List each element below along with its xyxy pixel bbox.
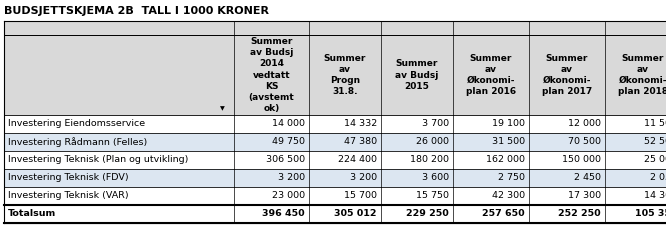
Text: 2 050: 2 050: [650, 174, 666, 183]
Bar: [4, 151, 666, 169]
Text: Summer
av
Progn
31.8.: Summer av Progn 31.8.: [324, 54, 366, 96]
Text: 2 750: 2 750: [498, 174, 525, 183]
Text: 3 200: 3 200: [350, 174, 377, 183]
Text: ▼: ▼: [220, 106, 224, 112]
Text: Summer
av
Økonomi-
plan 2017: Summer av Økonomi- plan 2017: [542, 54, 592, 96]
Text: 224 400: 224 400: [338, 155, 377, 164]
Text: Summer
av Budsj
2015: Summer av Budsj 2015: [396, 59, 439, 91]
Text: Investering Teknisk (FDV): Investering Teknisk (FDV): [8, 174, 129, 183]
Text: 15 700: 15 700: [344, 191, 377, 201]
Text: 305 012: 305 012: [334, 210, 377, 218]
Text: 2 450: 2 450: [574, 174, 601, 183]
Text: Summer
av
Økonomi-
plan 2016: Summer av Økonomi- plan 2016: [466, 54, 516, 96]
Text: Summer
av Budsj
2014
vedtatt
KS
(avstemt
ok): Summer av Budsj 2014 vedtatt KS (avstemt…: [248, 37, 294, 113]
Text: 229 250: 229 250: [406, 210, 449, 218]
Text: 23 000: 23 000: [272, 191, 305, 201]
Text: Investering Eiendomsservice: Investering Eiendomsservice: [8, 120, 145, 128]
Text: 49 750: 49 750: [272, 137, 305, 147]
Bar: [4, 205, 666, 223]
Text: BUDSJETTSKJEMA 2B  TALL I 1000 KRONER: BUDSJETTSKJEMA 2B TALL I 1000 KRONER: [4, 6, 269, 16]
Text: 42 300: 42 300: [492, 191, 525, 201]
Text: 19 100: 19 100: [492, 120, 525, 128]
Bar: [4, 115, 666, 133]
Text: 11 500: 11 500: [644, 120, 666, 128]
Text: Investering Teknisk (Plan og utvikling): Investering Teknisk (Plan og utvikling): [8, 155, 188, 164]
Text: 3 200: 3 200: [278, 174, 305, 183]
Text: 25 000: 25 000: [644, 155, 666, 164]
Text: 14 000: 14 000: [272, 120, 305, 128]
Bar: [4, 133, 666, 151]
Text: 3 600: 3 600: [422, 174, 449, 183]
Text: 396 450: 396 450: [262, 210, 305, 218]
Text: Summer
av
Økonomi-
plan 2018: Summer av Økonomi- plan 2018: [618, 54, 666, 96]
Text: 26 000: 26 000: [416, 137, 449, 147]
Text: 306 500: 306 500: [266, 155, 305, 164]
Text: 252 250: 252 250: [558, 210, 601, 218]
Text: Investering Teknisk (VAR): Investering Teknisk (VAR): [8, 191, 129, 201]
Text: 3 700: 3 700: [422, 120, 449, 128]
Text: 150 000: 150 000: [562, 155, 601, 164]
Text: 17 300: 17 300: [568, 191, 601, 201]
Text: 31 500: 31 500: [492, 137, 525, 147]
Text: 12 000: 12 000: [568, 120, 601, 128]
Text: 162 000: 162 000: [486, 155, 525, 164]
Bar: [4, 169, 666, 187]
Text: 180 200: 180 200: [410, 155, 449, 164]
Bar: [4, 187, 666, 205]
Text: Investering Rådmann (Felles): Investering Rådmann (Felles): [8, 137, 147, 147]
Text: 52 500: 52 500: [644, 137, 666, 147]
Bar: [4, 21, 666, 35]
Text: 14 300: 14 300: [644, 191, 666, 201]
Text: 47 380: 47 380: [344, 137, 377, 147]
Text: 14 332: 14 332: [344, 120, 377, 128]
Text: 70 500: 70 500: [568, 137, 601, 147]
Text: 105 350: 105 350: [635, 210, 666, 218]
Bar: [4, 35, 666, 115]
Text: 15 750: 15 750: [416, 191, 449, 201]
Text: Totalsum: Totalsum: [8, 210, 56, 218]
Text: 257 650: 257 650: [482, 210, 525, 218]
